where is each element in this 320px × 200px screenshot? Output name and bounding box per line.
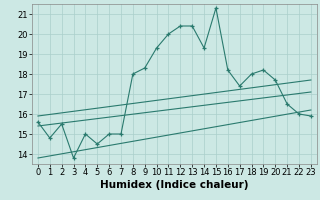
X-axis label: Humidex (Indice chaleur): Humidex (Indice chaleur) [100,180,249,190]
